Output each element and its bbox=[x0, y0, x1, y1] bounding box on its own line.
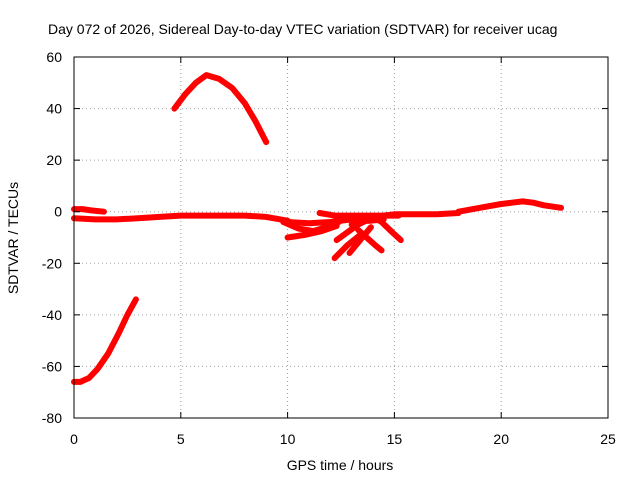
series-line-track-4 bbox=[71, 212, 291, 224]
x-tick-label: 20 bbox=[493, 431, 509, 447]
x-tick-label: 10 bbox=[280, 431, 296, 447]
chart-title: Day 072 of 2026, Sidereal Day-to-day VTE… bbox=[48, 21, 557, 37]
series-line-track-13 bbox=[355, 226, 385, 254]
y-tick-label: -40 bbox=[42, 307, 62, 323]
y-tick-label: 60 bbox=[46, 49, 62, 65]
series-line-track-10 bbox=[331, 231, 364, 262]
series-line-track-6 bbox=[455, 198, 564, 215]
x-tick-label: 15 bbox=[387, 431, 403, 447]
series-line-track-8 bbox=[284, 222, 340, 241]
y-tick-label: -80 bbox=[42, 410, 62, 426]
series-layer bbox=[71, 72, 564, 385]
y-tick-label: -20 bbox=[42, 255, 62, 271]
series-line-track-2 bbox=[71, 296, 139, 385]
y-tick-label: 0 bbox=[54, 204, 62, 220]
x-tick-label: 25 bbox=[600, 431, 616, 447]
series-line-track-9 bbox=[316, 210, 402, 219]
series-line-track-15 bbox=[348, 216, 387, 228]
y-axis-title: SDTVAR / TECUs bbox=[5, 182, 21, 294]
y-tick-label: 20 bbox=[46, 152, 62, 168]
tick-layer: 0 5 10 15 20 25 -80 -60 -40 -20 0 20 40 60 bbox=[42, 49, 616, 447]
y-tick-label: 40 bbox=[46, 101, 62, 117]
x-tick-label: 0 bbox=[70, 431, 78, 447]
series-line-track-1 bbox=[171, 72, 270, 146]
y-tick-label: -60 bbox=[42, 358, 62, 374]
plot-frame bbox=[73, 56, 609, 419]
series-line-track-3 bbox=[71, 206, 107, 215]
x-axis-title: GPS time / hours bbox=[287, 457, 394, 473]
series-line-track-12 bbox=[346, 224, 374, 256]
x-tick-label: 5 bbox=[177, 431, 185, 447]
grid-layer bbox=[74, 57, 608, 418]
